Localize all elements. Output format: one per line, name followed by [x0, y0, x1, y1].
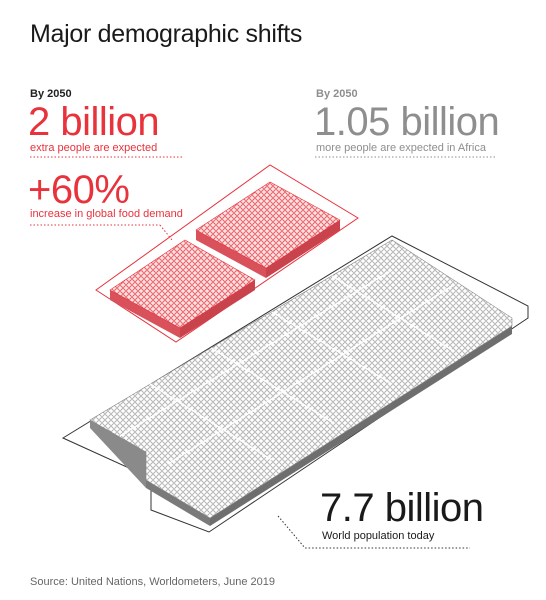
source-note: Source: United Nations, Worldometers, Ju…	[30, 576, 275, 588]
leader-food-demand-drop	[159, 224, 173, 241]
caption-world-population: World population today	[322, 530, 435, 542]
extra-people-block-left	[109, 239, 256, 338]
world-population-crowd	[89, 239, 513, 526]
headline-world-population: 7.7 billion	[320, 486, 484, 530]
caption-food-demand: increase in global food demand	[30, 208, 183, 220]
world-population-crowd-top	[89, 239, 513, 519]
extra-people-outline	[95, 164, 359, 343]
headline-2-billion: 2 billion	[28, 100, 160, 144]
left-kicker: By 2050	[30, 88, 72, 100]
caption-extra-people: extra people are expected	[30, 142, 158, 154]
caption-africa: more people are expected in Africa	[316, 142, 486, 154]
page-title: Major demographic shifts	[30, 20, 303, 48]
extra-people-block-right	[195, 181, 341, 278]
right-kicker: By 2050	[316, 88, 358, 100]
leader-world-population	[277, 515, 470, 549]
headline-food-demand: +60%	[28, 168, 130, 212]
headline-africa: 1.05 billion	[314, 100, 500, 144]
